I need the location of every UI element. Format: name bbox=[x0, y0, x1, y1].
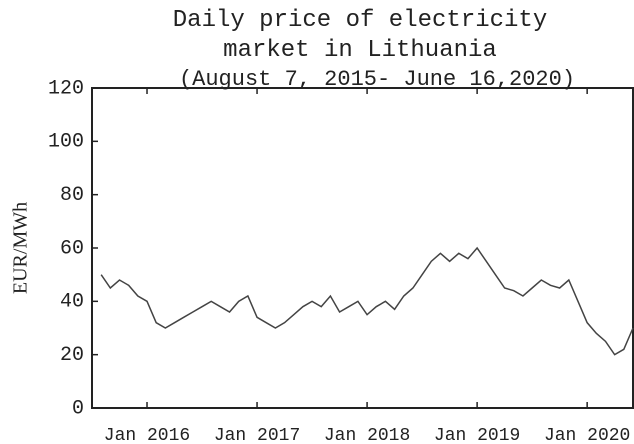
y-tick-label: 20 bbox=[60, 344, 84, 367]
chart-title: Daily price of electricity market in Lit… bbox=[172, 7, 548, 64]
plot-frame bbox=[91, 87, 634, 409]
y-axis-label: EUR/MWh bbox=[10, 202, 32, 294]
x-tick-label: Jan 2016 bbox=[104, 426, 190, 444]
y-tick-label: 60 bbox=[60, 237, 84, 260]
y-tick-label: 80 bbox=[60, 184, 84, 207]
y-tick-label: 120 bbox=[48, 77, 84, 100]
x-tick-label: Jan 2017 bbox=[214, 426, 300, 444]
y-tick-label: 40 bbox=[60, 291, 84, 314]
x-tick-label: Jan 2019 bbox=[434, 426, 520, 444]
x-tick-label: Jan 2018 bbox=[324, 426, 410, 444]
y-tick-label: 100 bbox=[48, 131, 84, 154]
price-line bbox=[100, 246, 634, 356]
x-tick-label: Jan 2020 bbox=[544, 426, 630, 444]
y-tick-label: 0 bbox=[72, 397, 84, 420]
